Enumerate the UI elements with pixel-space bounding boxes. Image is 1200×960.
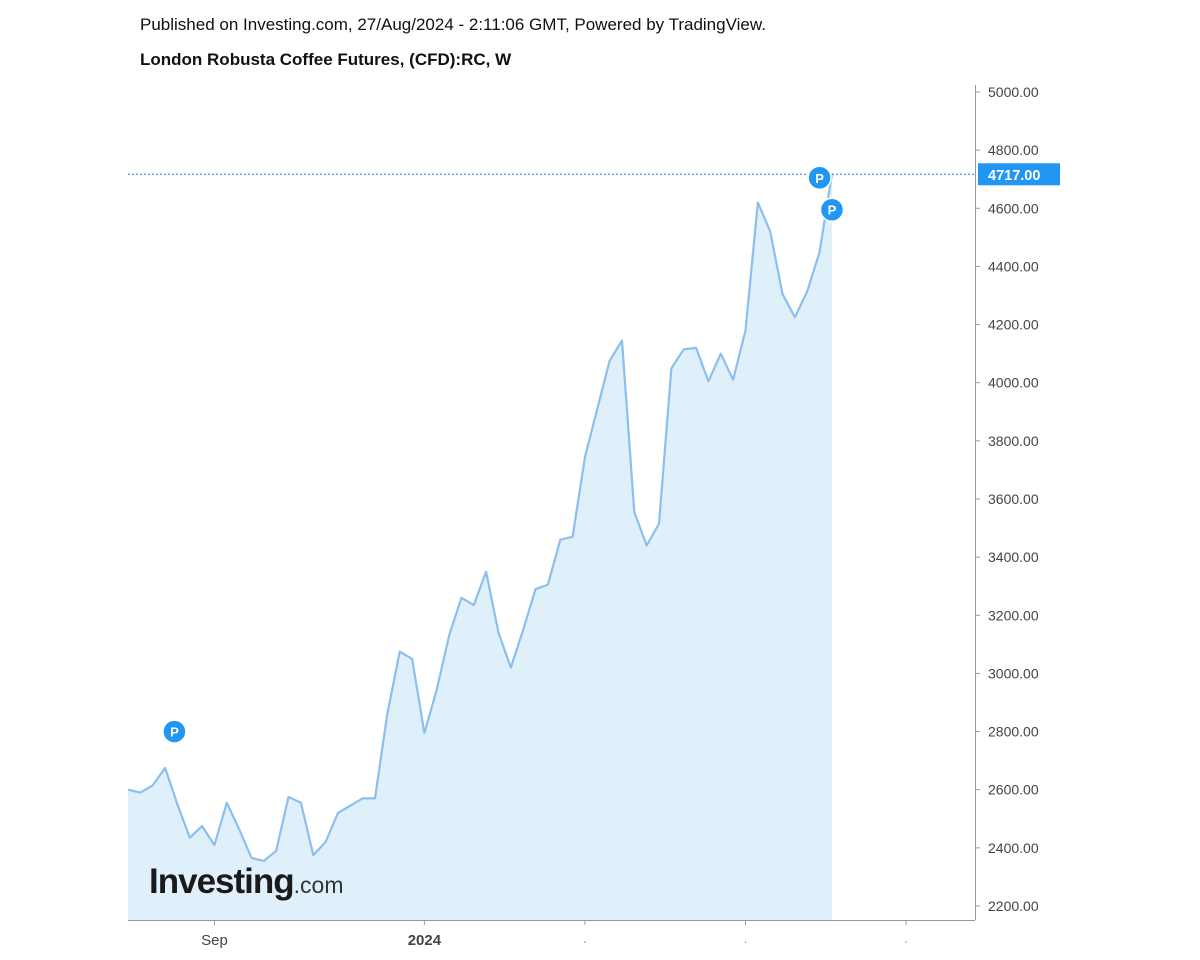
y-tick-label: 4400.00 [988, 258, 1039, 274]
chart-title: London Robusta Coffee Futures, (CFD):RC,… [140, 50, 512, 69]
investing-logo: Investing.com [149, 862, 344, 901]
y-tick-label: 3000.00 [988, 665, 1039, 681]
y-tick-label: 2400.00 [988, 840, 1039, 856]
price-axis: 5000.00 4800.00 4600.00 4400.00 4200.00 4000.… [975, 84, 1060, 920]
last-price-label: 4717.00 [988, 168, 1040, 184]
p-marker-label: P [815, 171, 824, 186]
y-tick-label: 3200.00 [988, 607, 1039, 623]
p-marker-label: P [170, 725, 179, 740]
published-caption: Published on Investing.com, 27/Aug/2024 … [140, 15, 766, 34]
last-price-box [978, 163, 1060, 186]
y-tick-label: 4600.00 [988, 200, 1039, 216]
y-tick-label: 3400.00 [988, 549, 1039, 565]
p-marker-label: P [828, 203, 837, 218]
y-tick-label: 2200.00 [988, 898, 1039, 914]
x-tick-dot [584, 941, 586, 943]
x-tick-dot [905, 941, 907, 943]
marker-layer: P P P [162, 165, 845, 744]
y-tick-label: 4200.00 [988, 317, 1039, 333]
x-tick-dot [744, 941, 747, 943]
p-marker [162, 719, 187, 744]
y-tick-label: 3600.00 [988, 491, 1039, 507]
y-tick-label: 2800.00 [988, 724, 1039, 740]
series-area [128, 174, 832, 921]
time-axis: Sep 2024 [128, 920, 975, 949]
series-line [127, 174, 833, 862]
y-tick-label: 4800.00 [988, 142, 1039, 158]
plot-area [127, 173, 975, 921]
p-marker [819, 197, 845, 222]
x-tick-label: 2024 [408, 932, 442, 949]
y-tick-label: 4000.00 [988, 375, 1039, 391]
y-tick-label: 5000.00 [988, 84, 1039, 100]
x-tick-label: Sep [201, 932, 228, 949]
y-tick-label: 2600.00 [988, 782, 1039, 798]
y-tick-label: 3800.00 [988, 433, 1039, 449]
p-marker [807, 165, 832, 191]
